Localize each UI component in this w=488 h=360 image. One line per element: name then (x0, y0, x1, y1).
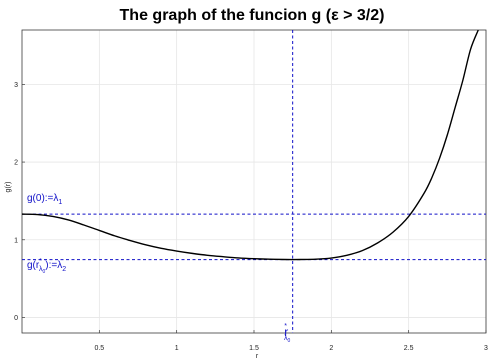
x-tick-label-5: 3 (484, 345, 488, 352)
annotation-lambda1-text: g(0):=λ (27, 193, 58, 204)
x-tick-label-4: 2.5 (404, 345, 414, 352)
annotation-rstar-sub2: 0 (288, 338, 291, 344)
y-tick-label-3: 3 (14, 82, 18, 89)
annotation-lambda2-post: ):=λ (45, 260, 62, 271)
y-axis-label: g(r) (5, 182, 12, 193)
x-tick-label-0: 0.5 (94, 345, 104, 352)
x-tick-label-3: 2 (329, 345, 333, 352)
annotation-lambda2-inner-sub: λ (39, 266, 43, 273)
y-tick-label-1: 1 (14, 237, 18, 244)
annotation-lambda1: g(0):=λ1 (27, 193, 62, 206)
x-tick-label-1: 1 (175, 345, 179, 352)
annotation-lambda2-subscript: 2 (62, 266, 66, 273)
annotation-rstar-text: r (284, 325, 288, 339)
annotation-lambda2-pre: g(r (27, 260, 40, 271)
x-axis-label: r (256, 353, 259, 360)
series-line-0 (22, 30, 479, 261)
annotation-lambda2-star: * (39, 258, 42, 265)
x-tick-label-2: 1.5 (249, 345, 259, 352)
annotation-lambda2-inner-sub2: 0 (42, 269, 45, 275)
annotation-lambda1-subscript: 1 (58, 199, 62, 206)
annotation-lambda2: g(r* λ0):=λ2 (27, 258, 66, 275)
series-layer (22, 30, 479, 261)
axis-ticks: 0.5 1 1.5 2 2.5 3 0 1 2 3 (14, 82, 488, 352)
annotation-rstar: r* λ0 (284, 323, 291, 344)
reference-lines (22, 30, 486, 333)
y-tick-label-0: 0 (14, 315, 18, 322)
chart-title: The graph of the funcion g (ε > 3/2) (120, 7, 385, 24)
annotation-rstar-star: * (284, 323, 287, 330)
y-tick-label-2: 2 (14, 160, 18, 167)
annotation-rstar-sub: λ (284, 335, 288, 342)
